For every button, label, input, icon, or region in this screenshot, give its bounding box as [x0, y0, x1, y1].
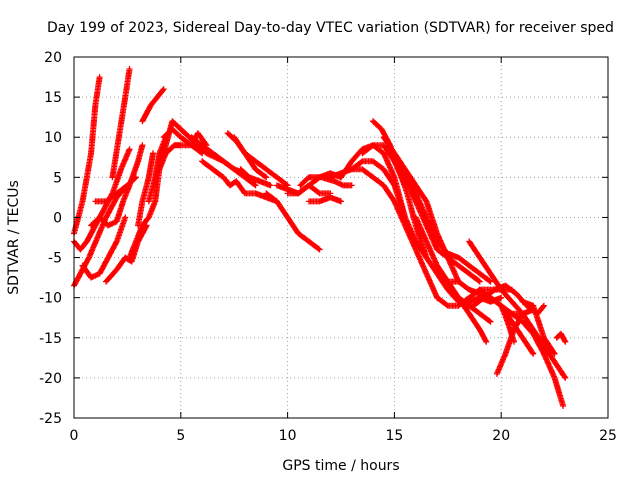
y-tick-label: 10	[44, 130, 62, 146]
y-tick-label: 0	[53, 210, 62, 226]
y-tick-label: -25	[39, 411, 62, 427]
series-markers	[519, 298, 558, 357]
series-trace-16	[188, 134, 248, 177]
series-trace-46	[553, 330, 569, 345]
series-markers	[231, 134, 270, 181]
series-trace-5	[79, 214, 129, 281]
y-tick-label: 15	[44, 90, 62, 106]
series-markers	[348, 158, 430, 261]
axis-ticks: 0 5 10 15 20 25 -25 -20 -15 -10 -5 0 5 10 15 20	[39, 50, 617, 444]
series-trace-33	[402, 174, 494, 285]
series-trace-24	[297, 174, 355, 189]
series-markers	[126, 198, 159, 261]
series-markers	[237, 166, 274, 189]
series-trace-1	[71, 74, 103, 237]
series-trace-9	[126, 198, 159, 261]
series-trace-45	[519, 298, 558, 357]
x-tick-label: 20	[492, 428, 510, 444]
x-tick-label: 10	[279, 428, 297, 444]
series-markers	[498, 302, 517, 345]
series-trace-17	[199, 158, 280, 205]
series-markers	[297, 174, 355, 189]
series-trace-40	[466, 238, 569, 381]
series-markers	[306, 194, 344, 205]
series-markers	[199, 158, 280, 205]
x-tick-label: 15	[385, 428, 403, 444]
x-axis-title: GPS time / hours	[282, 458, 399, 474]
series-trace-2	[109, 66, 133, 181]
series-markers	[455, 294, 490, 345]
chart-title: Day 199 of 2023, Sidereal Day-to-day VTE…	[47, 20, 614, 36]
series-trace-19	[231, 134, 270, 181]
series-markers	[71, 74, 103, 237]
series-trace-11	[139, 86, 167, 125]
series-markers	[508, 310, 567, 409]
y-tick-label: 5	[53, 170, 62, 186]
series-markers	[79, 214, 129, 281]
y-axis-title: SDTVAR / TECUs	[6, 180, 22, 295]
series-markers	[402, 174, 494, 285]
series-trace-20	[237, 166, 274, 189]
series-markers	[553, 330, 569, 345]
grid-lines	[74, 57, 608, 418]
series-trace-21	[263, 190, 323, 253]
y-tick-label: -10	[39, 291, 62, 307]
y-tick-label: 20	[44, 50, 62, 66]
series-trace-10	[135, 150, 156, 229]
series-trace-44	[508, 310, 567, 409]
data-series	[71, 66, 569, 409]
series-trace-38	[455, 294, 490, 345]
x-tick-label: 5	[176, 428, 185, 444]
y-tick-label: -20	[39, 371, 62, 387]
series-markers	[466, 238, 569, 381]
series-markers	[188, 134, 248, 177]
series-markers	[284, 182, 334, 197]
x-tick-label: 25	[599, 428, 617, 444]
x-tick-label: 0	[70, 428, 79, 444]
y-tick-label: -15	[39, 331, 62, 347]
series-trace-23	[284, 182, 334, 197]
series-markers	[109, 66, 133, 181]
series-markers	[135, 150, 156, 229]
series-markers	[92, 174, 139, 205]
y-tick-label: -5	[48, 251, 62, 267]
series-markers	[139, 86, 167, 125]
series-markers	[263, 190, 323, 253]
plot-frame	[73, 56, 609, 419]
series-trace-28	[348, 158, 430, 261]
series-trace-43	[498, 302, 517, 345]
series-trace-7	[92, 174, 139, 205]
series-trace-25	[306, 194, 344, 205]
